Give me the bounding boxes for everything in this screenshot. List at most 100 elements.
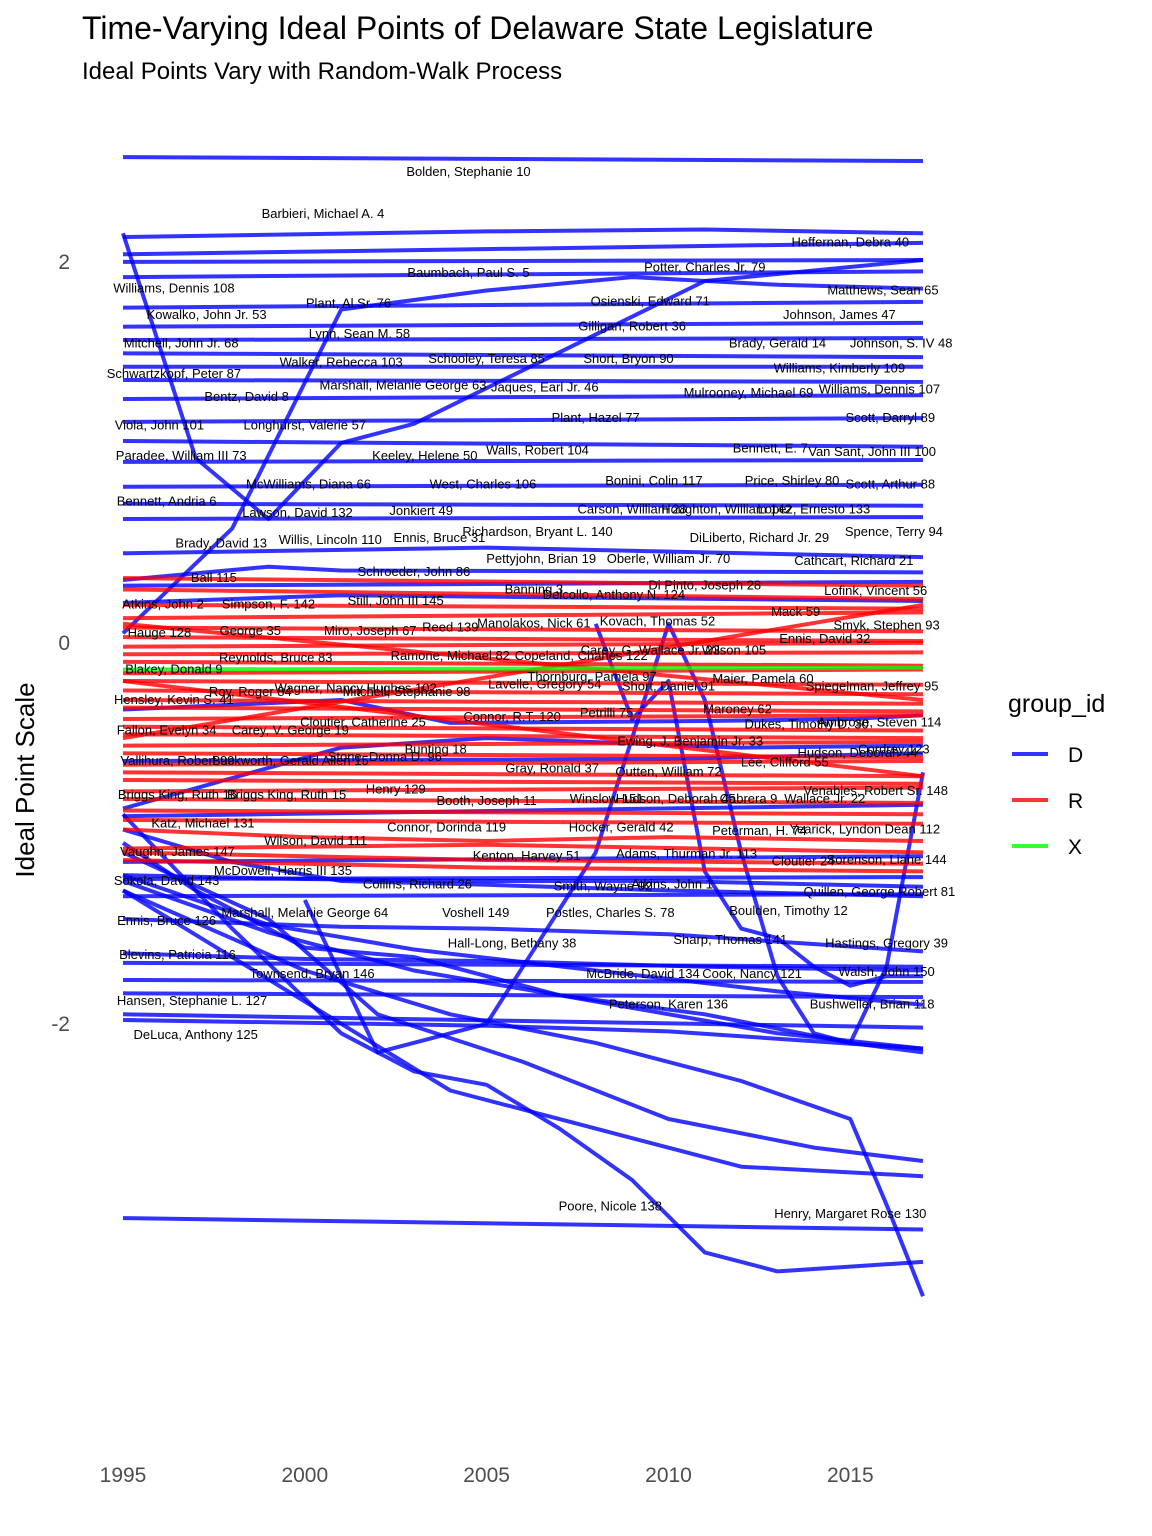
point-label: Peterman, H. 74 <box>712 823 807 838</box>
point-label: Vallihura, Robert 99 <box>121 753 235 768</box>
point-label: Marshall, Melanie George 63 <box>320 378 487 393</box>
point-label: Collins, Richard 26 <box>363 877 472 892</box>
point-label: Spiegelman, Jeffrey 95 <box>806 679 939 694</box>
point-label: Fallon, Evelyn 34 <box>117 722 217 737</box>
point-label: Ball 115 <box>191 570 237 585</box>
legend-label-d: D <box>1068 744 1083 767</box>
series-line-r-74 <box>122 808 924 817</box>
series-line-d-5 <box>122 299 924 310</box>
series-line-r-62 <box>122 698 924 706</box>
series-line-d-15 <box>122 482 924 489</box>
point-label: Bonini, Colin 117 <box>605 473 702 488</box>
point-label: McDowell, Harris III 135 <box>214 863 352 878</box>
series-line-r-82 <box>122 679 924 779</box>
x-tick-label: 2000 <box>281 1464 328 1487</box>
series-line-d-23 <box>121 275 924 635</box>
point-label: Williams, Dennis 108 <box>113 280 234 295</box>
point-label: Atkins, John 2 <box>122 597 204 612</box>
series-line-d-14 <box>122 458 924 464</box>
point-label: Schroeder, John 86 <box>358 564 471 579</box>
point-label: Cordrey 123 <box>858 741 930 756</box>
point-label: Kovach, Thomas 52 <box>600 614 715 629</box>
point-label: Mack 59 <box>771 604 820 619</box>
axes: 2 0 -2 1995 2000 2005 2010 2015 <box>51 251 873 1487</box>
point-label: Lopez, Ernesto 133 <box>758 501 871 516</box>
series-line-r-75 <box>122 818 924 826</box>
series-line-d-46 <box>122 888 925 1297</box>
point-label: Cloutier 24 <box>772 854 835 869</box>
point-label: Houghton, William 142 <box>661 501 792 516</box>
point-label: Willis, Lincoln 110 <box>279 532 382 547</box>
point-label: Viola, John 101 <box>115 418 204 433</box>
point-label: Bentz, David 8 <box>204 389 289 404</box>
point-label: DiLiberto, Richard Jr. 29 <box>690 530 829 545</box>
series-line-r-50 <box>122 576 924 588</box>
point-label: Hall-Long, Bethany 38 <box>448 936 577 951</box>
point-label: Copeland, Charles 122 <box>515 648 648 663</box>
point-label: Hudson, Deborah 44 <box>798 745 918 760</box>
point-label: Voshell 149 <box>442 905 509 920</box>
point-label: Buckworth, Gerald Allen 15 <box>212 753 369 768</box>
point-label: Briggs King, Ruth 16 <box>118 787 237 802</box>
point-label: Johnson, S. IV 48 <box>850 336 953 351</box>
point-label: Smyk, Stephen 93 <box>833 618 939 633</box>
point-label: Lee, Clifford 55 <box>741 755 829 770</box>
series-lines <box>121 155 925 1297</box>
point-label: Schwartzkopf, Peter 87 <box>107 366 241 381</box>
y-tick-label: 2 <box>58 251 70 274</box>
point-label: Briggs King, Ruth 15 <box>227 787 346 802</box>
point-label: Yearick, Lyndon Dean 112 <box>790 821 941 836</box>
point-label: Keeley, Helene 50 <box>372 448 477 463</box>
series-line-r-78 <box>122 858 924 874</box>
point-label: Van Sant, John III 100 <box>808 444 936 459</box>
point-label: Mitchell, Stephanie 98 <box>343 684 471 699</box>
point-label: Kowalko, John Jr. 53 <box>147 307 267 322</box>
point-label: West, Charles 106 <box>430 477 537 492</box>
series-line-d-8 <box>122 351 924 360</box>
y-tick-label: 0 <box>58 632 70 655</box>
point-label: Winslow 151 <box>570 791 644 806</box>
series-line-d-2 <box>122 240 924 257</box>
legend: group_id DRX <box>1008 690 1105 859</box>
series-line-d-36 <box>122 1018 924 1051</box>
point-label: Jaques, Earl Jr. 46 <box>491 379 599 394</box>
point-label: Townsend, Bryan 146 <box>250 966 375 981</box>
point-label: Manolakos, Nick 61 <box>477 616 590 631</box>
chart-title: Time-Varying Ideal Points of Delaware St… <box>82 10 874 46</box>
point-label: Connor, R.T. 120 <box>463 709 561 724</box>
x-tick-label: 2015 <box>827 1464 874 1487</box>
x-tick-label: 2010 <box>645 1464 692 1487</box>
series-line-r-80 <box>122 621 924 702</box>
series-line-d-3 <box>122 258 924 264</box>
point-label: Walker, Rebecca 103 <box>280 355 403 370</box>
point-label: Venables, Robert Sr. 148 <box>803 783 948 798</box>
point-label: Maroney 62 <box>703 701 772 716</box>
point-label: Sokola, David 143 <box>114 873 220 888</box>
point-label: Cabrera 9 <box>720 791 778 806</box>
series-line-r-51 <box>122 587 924 601</box>
point-label: Smith, Wayne 92 <box>554 879 653 894</box>
point-label: Spence, Terry 94 <box>845 524 943 539</box>
point-label: Williams, Kimberly 109 <box>774 360 905 375</box>
point-label: Lynn, Sean M. 58 <box>309 326 410 341</box>
legend-label-r: R <box>1068 790 1083 813</box>
series-line-d-17 <box>122 515 924 521</box>
series-line-d-0 <box>122 155 924 163</box>
point-label: Short, Bryon 90 <box>583 351 673 366</box>
point-label: Kenton, Harvey 51 <box>473 848 581 863</box>
series-line-d-33 <box>122 978 924 984</box>
legend-label-x: X <box>1068 836 1082 859</box>
series-line-r-57 <box>122 650 924 657</box>
point-label: Booth, Joseph 11 <box>436 793 536 808</box>
point-label: Barbieri, Michael A. 4 <box>262 206 385 221</box>
point-label: Carey, V. George 19 <box>232 722 349 737</box>
series-line-d-31 <box>122 827 924 899</box>
point-label: Price, Shirley 80 <box>745 473 840 488</box>
point-label: Henry 129 <box>366 781 426 796</box>
series-line-r-77 <box>122 850 924 866</box>
point-label: Oberle, William Jr. 70 <box>607 551 731 566</box>
point-label: Bunting 18 <box>405 741 467 756</box>
point-label: Johnson, James 47 <box>783 307 896 322</box>
point-label: Cloutier, Catherine 25 <box>300 715 426 730</box>
point-label: Heffernan, Debra 40 <box>792 235 910 250</box>
